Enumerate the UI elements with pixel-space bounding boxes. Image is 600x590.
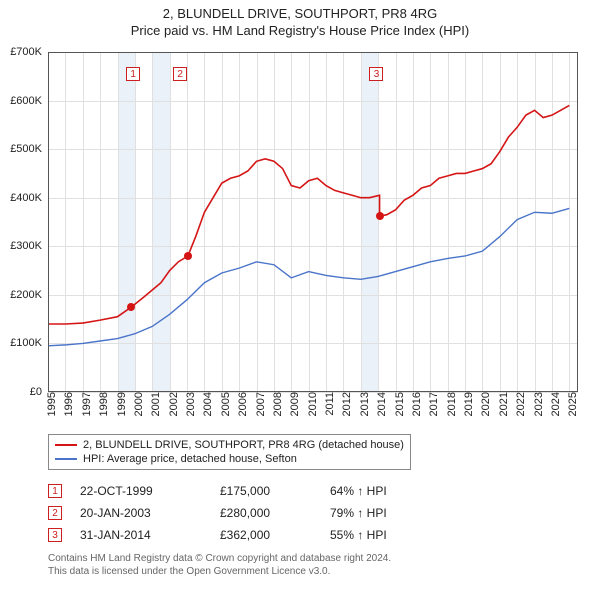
y-tick-label: £500K (10, 143, 48, 155)
sale-row-marker: 3 (48, 528, 62, 542)
x-tick-label: 2006 (235, 392, 249, 416)
y-tick-label: £600K (10, 95, 48, 107)
x-tick-label: 2004 (200, 392, 214, 416)
x-tick-label: 2005 (218, 392, 232, 416)
sale-marker-box: 2 (173, 67, 187, 81)
y-tick-label: £200K (10, 289, 48, 301)
sale-row-marker: 1 (48, 484, 62, 498)
chart-subtitle: Price paid vs. HM Land Registry's House … (0, 21, 600, 38)
sale-pct: 79% ↑ HPI (330, 506, 450, 520)
x-tick-label: 1997 (79, 392, 93, 416)
sales-table: 1 22-OCT-1999£175,00064% ↑ HPI 2 20-JAN-200… (48, 480, 450, 546)
y-tick-label: £300K (10, 240, 48, 252)
legend-row: 2, BLUNDELL DRIVE, SOUTHPORT, PR8 4RG (d… (55, 438, 404, 452)
y-tick-label: £700K (10, 46, 48, 58)
x-tick-label: 2024 (548, 392, 562, 416)
x-tick-label: 1996 (61, 392, 75, 416)
x-tick-label: 2020 (478, 392, 492, 416)
x-tick-label: 2023 (531, 392, 545, 416)
x-tick-label: 2013 (357, 392, 371, 416)
x-tick-label: 2011 (322, 392, 336, 416)
x-tick-label: 2008 (270, 392, 284, 416)
sale-marker-box: 3 (369, 67, 383, 81)
x-tick-label: 2017 (426, 392, 440, 416)
sale-price: £175,000 (220, 484, 330, 498)
sale-date: 22-OCT-1999 (80, 484, 220, 498)
sale-row: 3 31-JAN-2014£362,00055% ↑ HPI (48, 524, 450, 546)
sale-dot (376, 212, 384, 220)
x-tick-label: 2009 (287, 392, 301, 416)
x-tick-label: 2022 (513, 392, 527, 416)
sale-row-marker: 2 (48, 506, 62, 520)
sale-price: £280,000 (220, 506, 330, 520)
x-tick-label: 2021 (496, 392, 510, 416)
x-tick-label: 1998 (96, 392, 110, 416)
x-tick-label: 2014 (374, 392, 388, 416)
legend-label: 2, BLUNDELL DRIVE, SOUTHPORT, PR8 4RG (d… (83, 439, 404, 451)
x-tick-label: 2015 (392, 392, 406, 416)
x-tick-label: 1999 (114, 392, 128, 416)
x-tick-label: 2000 (131, 392, 145, 416)
sale-pct: 55% ↑ HPI (330, 528, 450, 542)
x-tick-label: 2019 (461, 392, 475, 416)
y-tick-label: £400K (10, 192, 48, 204)
x-tick-label: 2010 (305, 392, 319, 416)
sale-row: 2 20-JAN-2003£280,00079% ↑ HPI (48, 502, 450, 524)
sale-marker-box: 1 (126, 67, 140, 81)
x-tick-label: 1995 (44, 392, 58, 416)
chart-title-address: 2, BLUNDELL DRIVE, SOUTHPORT, PR8 4RG (0, 0, 600, 21)
x-tick-label: 2001 (148, 392, 162, 416)
sale-dot (127, 303, 135, 311)
chart-border (48, 52, 578, 392)
legend-label: HPI: Average price, detached house, Seft… (83, 453, 297, 465)
legend-swatch (55, 444, 77, 446)
y-tick-label: £100K (10, 337, 48, 349)
footnote: Contains HM Land Registry data © Crown c… (48, 552, 391, 578)
x-tick-label: 2002 (166, 392, 180, 416)
sale-price: £362,000 (220, 528, 330, 542)
chart-container: 2, BLUNDELL DRIVE, SOUTHPORT, PR8 4RG Pr… (0, 0, 600, 590)
legend-swatch (55, 458, 77, 460)
x-tick-label: 2007 (253, 392, 267, 416)
chart-plot-area: £0£100K£200K£300K£400K£500K£600K£700K199… (48, 52, 578, 392)
sale-row: 1 22-OCT-1999£175,00064% ↑ HPI (48, 480, 450, 502)
x-tick-label: 2018 (444, 392, 458, 416)
sale-pct: 64% ↑ HPI (330, 484, 450, 498)
x-tick-label: 2012 (339, 392, 353, 416)
x-tick-label: 2016 (409, 392, 423, 416)
footnote-line1: Contains HM Land Registry data © Crown c… (48, 552, 391, 565)
legend-row: HPI: Average price, detached house, Seft… (55, 452, 404, 466)
chart-legend: 2, BLUNDELL DRIVE, SOUTHPORT, PR8 4RG (d… (48, 434, 411, 470)
footnote-line2: This data is licensed under the Open Gov… (48, 565, 391, 578)
sale-date: 20-JAN-2003 (80, 506, 220, 520)
sale-date: 31-JAN-2014 (80, 528, 220, 542)
sale-dot (184, 252, 192, 260)
x-tick-label: 2025 (565, 392, 579, 416)
x-tick-label: 2003 (183, 392, 197, 416)
